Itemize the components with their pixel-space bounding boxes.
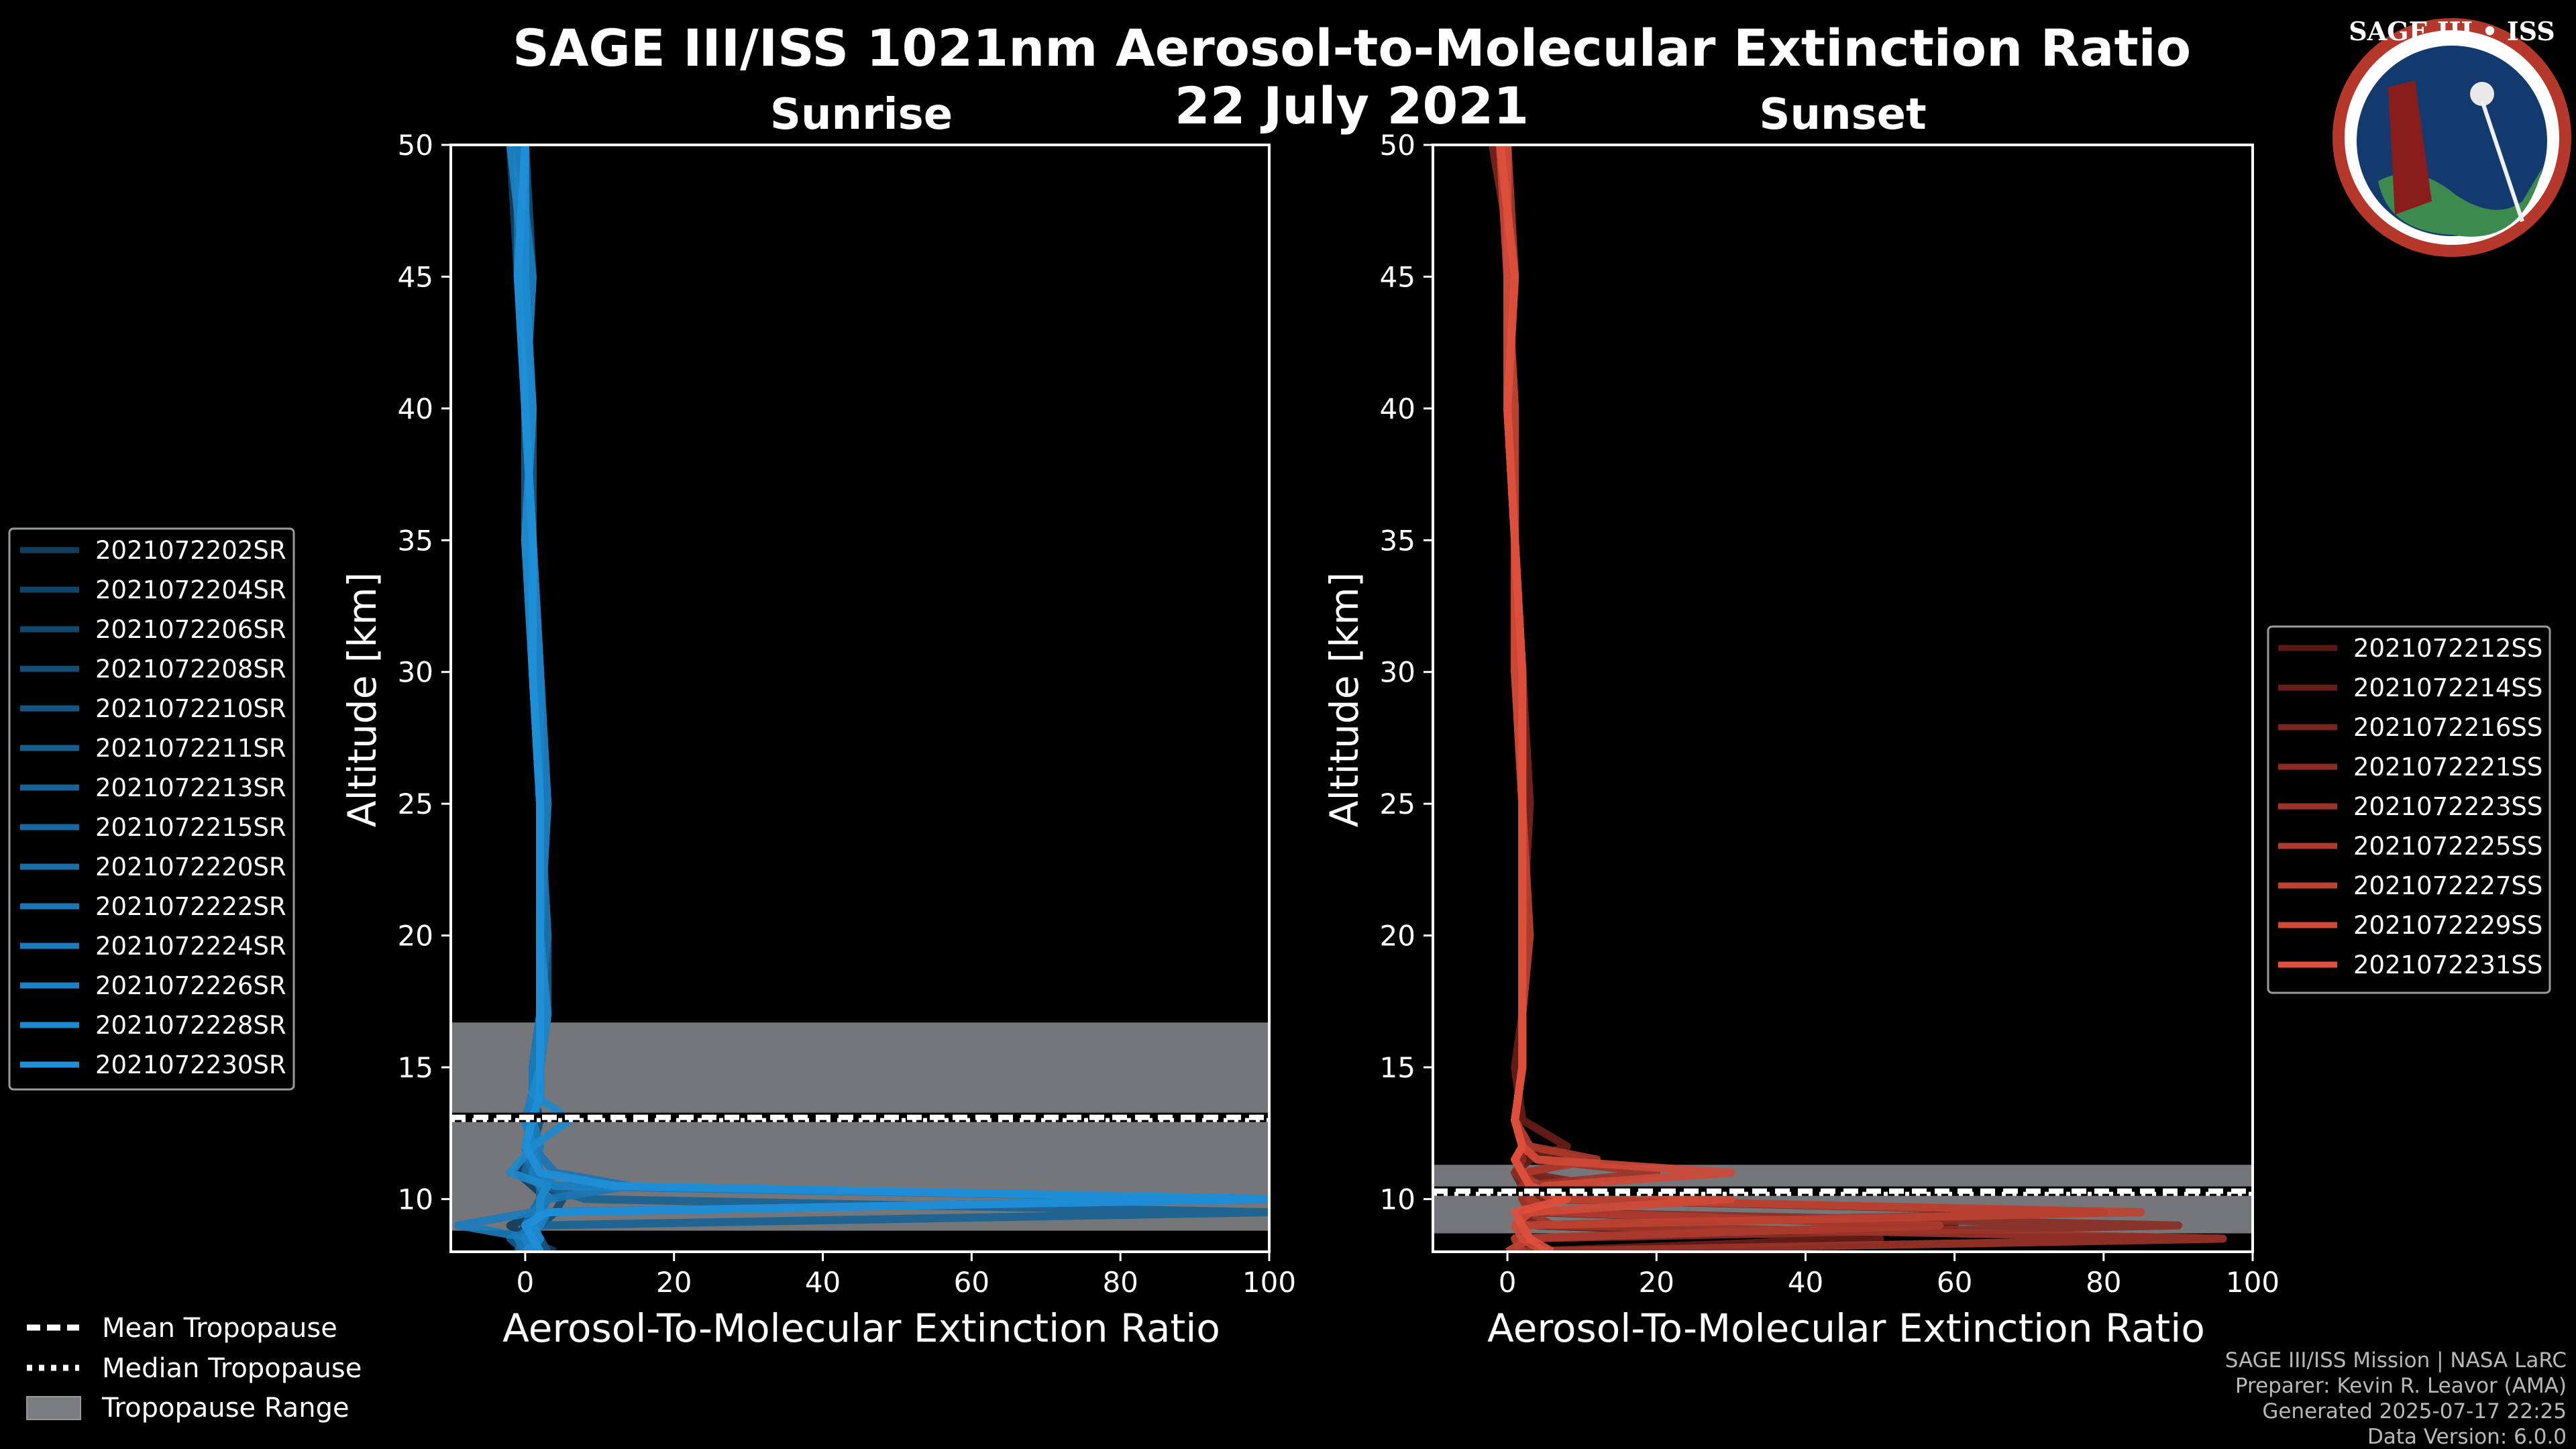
legend-label-2021072208SR: 2021072208SR [95,655,286,684]
sunset-y-tick-label: 40 [1380,392,1415,425]
series-2021072230SR [513,145,1269,1252]
legend-label-2021072231SS: 2021072231SS [2353,951,2542,979]
sunrise-y-tick-label: 30 [398,656,433,689]
sunset-y-tick-label: 35 [1380,524,1415,557]
logo-beam [2480,100,2524,222]
tropopause-legend: Mean Tropopause Median Tropopause Tropop… [26,1313,362,1424]
sunrise-y-tick-label: 15 [398,1051,433,1084]
legend-label-2021072228SR: 2021072228SR [95,1011,286,1040]
legend-label-2021072220SR: 2021072220SR [95,853,286,881]
sunset-y-tick-label: 30 [1380,656,1415,689]
sunrise-y-tick-label: 40 [398,392,433,425]
sunrise-x-axis-label: Aerosol-To-Molecular Extinction Ratio [502,1305,1220,1351]
tropopause-range-swatch [26,1396,81,1420]
sunrise-y-tick-label: 10 [398,1183,433,1216]
sunset-y-tick-label: 25 [1380,788,1415,820]
chart-title: SAGE III/ISS 1021nm Aerosol-to-Molecular… [513,18,2191,78]
credit-data-version: Data Version: 6.0.0 [2367,1425,2567,1449]
sunrise-y-tick-label: 25 [398,788,433,820]
sunrise-x-tick-label: 0 [517,1266,535,1299]
sunrise-plot-frame [449,144,1271,1253]
legend-label-2021072202SR: 2021072202SR [95,536,286,565]
credits: SAGE III/ISS Mission | NASA LaRC Prepare… [2225,1348,2567,1449]
legend-label-2021072210SR: 2021072210SR [95,694,286,723]
sunrise-x-tick-label: 80 [1102,1266,1138,1299]
sunset-plot-frame [1432,144,2254,1253]
legend-label-2021072211SR: 2021072211SR [95,734,286,763]
sunset-y-axis-label: Altitude [km] [1322,572,1367,827]
credit-generated: Generated 2025-07-17 22:25 [2262,1399,2567,1424]
sunset-series-group [1488,145,2227,1252]
series-2021072231SS [1496,145,1571,1252]
legend-label-2021072225SS: 2021072225SS [2353,832,2542,861]
sunrise-y-tick-label: 50 [398,129,433,162]
sunrise-x-tick-label: 60 [954,1266,989,1299]
legend-label-2021072223SS: 2021072223SS [2353,792,2542,821]
sunset-x-tick-label: 60 [1937,1266,1972,1299]
legend-label-2021072226SR: 2021072226SR [95,971,286,1000]
sunset-x-tick-label: 40 [1788,1266,1823,1299]
sunrise-legend: 2021072202SR 2021072204SR 2021072206SR 2021… [8,527,295,1091]
sunset-y-tick-label: 15 [1380,1051,1415,1084]
legend-label-2021072222SR: 2021072222SR [95,892,286,921]
legend-label-2021072230SR: 2021072230SR [95,1051,286,1079]
logo-text: SAGE III • ISS [2349,16,2555,46]
sunset-x-tick-label: 0 [1499,1266,1517,1299]
credit-mission: SAGE III/ISS Mission | NASA LaRC [2225,1348,2567,1373]
median-tropopause-label: Median Tropopause [102,1353,362,1384]
sunset-legend-entries: 2021072212SS 2021072214SS 2021072216SS 2021… [2278,634,2542,979]
sunrise-legend-entries: 2021072202SR 2021072204SR 2021072206SR 2021… [20,536,286,1079]
sunrise-subtitle: Sunrise [770,90,953,140]
legend-label-2021072215SR: 2021072215SR [95,813,286,842]
sunset-subtitle: Sunset [1759,90,1926,140]
sunset-x-tick-label: 100 [2226,1266,2279,1299]
legend-label-2021072212SS: 2021072212SS [2353,634,2542,663]
sunrise-y-tick-label: 45 [398,260,433,293]
legend-label-2021072229SS: 2021072229SS [2353,911,2542,940]
sage-logo: SAGE III • ISS [2332,16,2571,257]
sunset-x-tick-label: 20 [1639,1266,1674,1299]
sunset-legend-frame [2267,625,2551,994]
sunrise-y-tick-label: 35 [398,524,433,557]
sunset-y-tick-label: 10 [1380,1183,1415,1216]
sunset-legend: 2021072212SS 2021072214SS 2021072216SS 2021… [2267,625,2551,994]
sunset-y-tick-label: 45 [1380,260,1415,293]
legend-label-2021072204SR: 2021072204SR [95,576,286,604]
sunrise-y-tick-label: 20 [398,920,433,953]
sunset-x-tick-label: 80 [2086,1266,2121,1299]
legend-label-2021072206SR: 2021072206SR [95,615,286,644]
sunset-x-axis-label: Aerosol-To-Molecular Extinction Ratio [1487,1305,2205,1351]
chart-date: 22 July 2021 [1175,76,1529,136]
sunrise-y-axis-label: Altitude [km] [339,572,385,827]
sunrise-panel: Sunrise Aerosol-To-Molecular Extinction … [339,90,1296,1351]
legend-label-2021072221SS: 2021072221SS [2353,753,2542,782]
sunset-panel: Sunset Aerosol-To-Molecular Extinction R… [1322,90,2279,1351]
legend-label-2021072216SS: 2021072216SS [2353,713,2542,742]
sunrise-x-tick-label: 40 [805,1266,841,1299]
logo-moon [2470,82,2494,106]
legend-label-2021072213SR: 2021072213SR [95,773,286,802]
sunset-y-tick-label: 50 [1380,129,1415,162]
sunrise-x-tick-label: 100 [1242,1266,1296,1299]
sunset-y-tick-label: 20 [1380,920,1415,953]
sunrise-legend-frame [8,527,295,1091]
tropopause-range-label: Tropopause Range [101,1393,350,1424]
legend-label-2021072227SS: 2021072227SS [2353,871,2542,900]
sunset-plot-area [1433,145,2253,1252]
mean-tropopause-label: Mean Tropopause [102,1313,337,1344]
logo-figure [2388,80,2432,215]
sunrise-series-group [454,145,1269,1252]
legend-label-2021072224SR: 2021072224SR [95,932,286,961]
sunrise-x-tick-label: 20 [656,1266,692,1299]
legend-label-2021072214SS: 2021072214SS [2353,674,2542,702]
credit-preparer: Preparer: Kevin R. Leavor (AMA) [2235,1374,2567,1398]
